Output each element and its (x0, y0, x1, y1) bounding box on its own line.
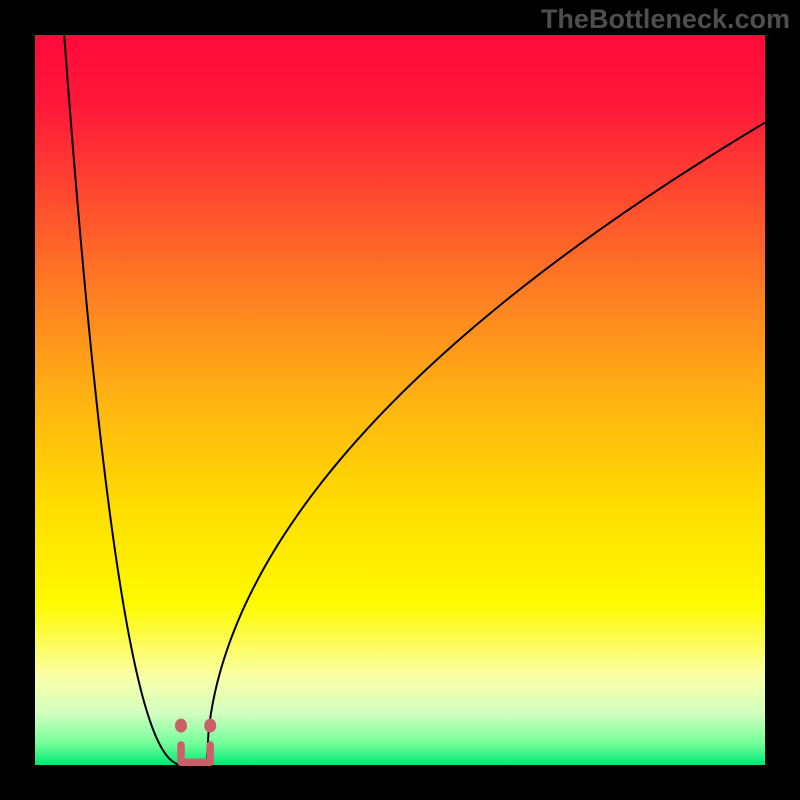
watermark-text: TheBottleneck.com (541, 4, 790, 35)
chart-svg (0, 0, 800, 800)
plot-background (35, 35, 765, 765)
figure-root: TheBottleneck.com (0, 0, 800, 800)
valley-dot (175, 719, 187, 733)
valley-dot (204, 719, 216, 733)
valley-floor (177, 759, 214, 767)
